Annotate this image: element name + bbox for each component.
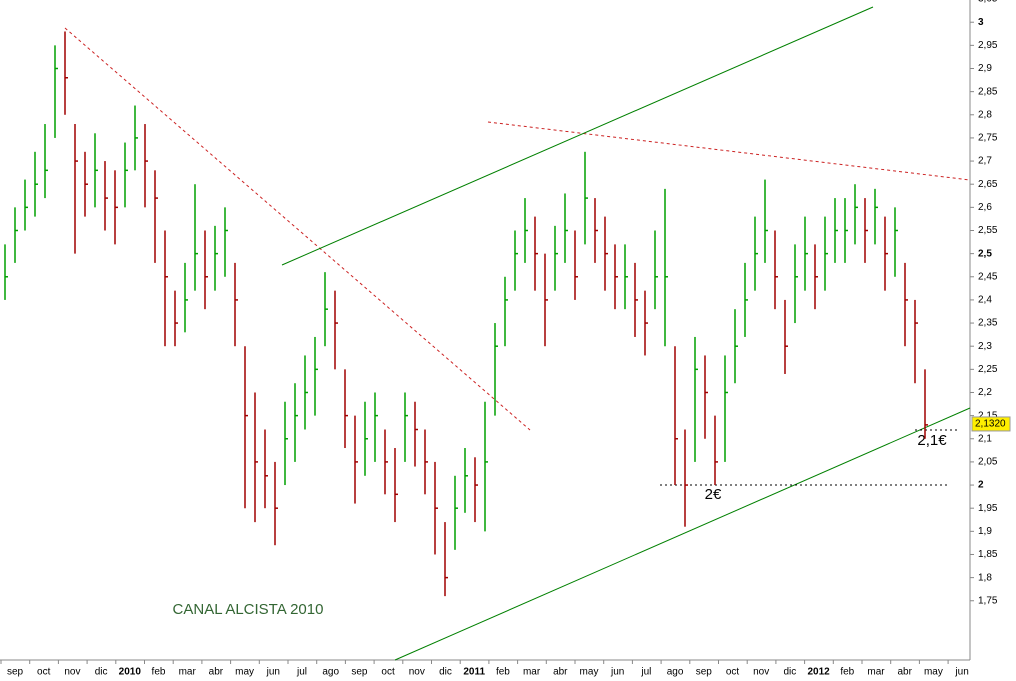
y-tick-label: 2	[978, 480, 984, 491]
y-tick-label: 3,05	[978, 0, 998, 5]
x-tick-label: mar	[867, 667, 885, 678]
x-tick-label: oct	[381, 667, 395, 678]
x-tick-label: 2011	[463, 667, 485, 678]
price-badge	[971, 416, 1011, 432]
y-tick-label: 2,55	[978, 225, 998, 236]
y-tick-label: 2,65	[978, 179, 998, 190]
x-tick-label: 2012	[807, 667, 830, 678]
x-tick-label: may	[235, 667, 254, 678]
y-tick-label: 2,9	[978, 63, 992, 74]
x-tick-label: 2010	[119, 667, 142, 678]
x-tick-label: may	[924, 667, 943, 678]
x-tick-label: jun	[610, 667, 624, 678]
x-tick-label: ago	[667, 667, 684, 678]
y-tick-label: 2,75	[978, 133, 998, 144]
annotation: 2€	[705, 486, 722, 503]
y-tick-label: 1,95	[978, 503, 998, 514]
x-tick-label: oct	[37, 667, 51, 678]
x-tick-label: jul	[296, 667, 307, 678]
x-tick-label: sep	[351, 667, 368, 678]
resistance-line	[64, 27, 531, 431]
y-tick-label: 3	[978, 17, 984, 28]
y-tick-label: 2,5	[978, 248, 992, 259]
x-tick-label: abr	[209, 667, 224, 678]
x-tick-label: dic	[784, 667, 797, 678]
x-tick-label: dic	[95, 667, 108, 678]
x-tick-label: abr	[897, 667, 912, 678]
x-tick-label: nov	[64, 667, 80, 678]
y-tick-label: 2,95	[978, 40, 998, 51]
y-tick-label: 1,8	[978, 572, 992, 583]
annotation: CANAL ALCISTA 2010	[173, 601, 324, 618]
y-tick-label: 2,45	[978, 271, 998, 282]
x-tick-label: jun	[266, 667, 280, 678]
channel-line	[394, 407, 971, 661]
x-tick-label: dic	[439, 667, 452, 678]
y-tick-label: 2,05	[978, 457, 998, 468]
x-tick-label: feb	[840, 667, 854, 678]
x-tick-label: feb	[152, 667, 166, 678]
annotation: 2,1€	[917, 432, 947, 449]
x-tick-label: may	[580, 667, 599, 678]
y-tick-label: 2,85	[978, 86, 998, 97]
y-tick-label: 2,35	[978, 318, 998, 329]
x-tick-label: nov	[409, 667, 425, 678]
y-tick-label: 2,25	[978, 364, 998, 375]
y-tick-label: 2,15	[978, 410, 998, 421]
x-tick-label: sep	[696, 667, 713, 678]
x-tick-label: mar	[179, 667, 197, 678]
y-tick-label: 2,3	[978, 341, 992, 352]
x-tick-label: nov	[753, 667, 769, 678]
x-tick-label: jul	[640, 667, 651, 678]
x-tick-label: mar	[523, 667, 541, 678]
y-tick-label: 2,7	[978, 156, 992, 167]
y-tick-label: 2,1	[978, 433, 992, 444]
y-tick-label: 1,9	[978, 526, 992, 537]
y-tick-label: 2,4	[978, 295, 992, 306]
y-tick-label: 2,8	[978, 109, 992, 120]
x-tick-label: sep	[7, 667, 24, 678]
y-tick-label: 2,2	[978, 387, 992, 398]
x-tick-label: abr	[553, 667, 568, 678]
y-tick-label: 2,6	[978, 202, 992, 213]
y-tick-label: 1,85	[978, 549, 998, 560]
x-tick-label: feb	[496, 667, 510, 678]
price-badge-label: 2,1320	[975, 419, 1006, 430]
resistance-line	[487, 121, 971, 181]
channel-line	[281, 6, 874, 266]
y-tick-label: 1,75	[978, 595, 998, 606]
x-tick-label: oct	[726, 667, 740, 678]
x-tick-label: jun	[954, 667, 968, 678]
x-tick-label: ago	[322, 667, 339, 678]
